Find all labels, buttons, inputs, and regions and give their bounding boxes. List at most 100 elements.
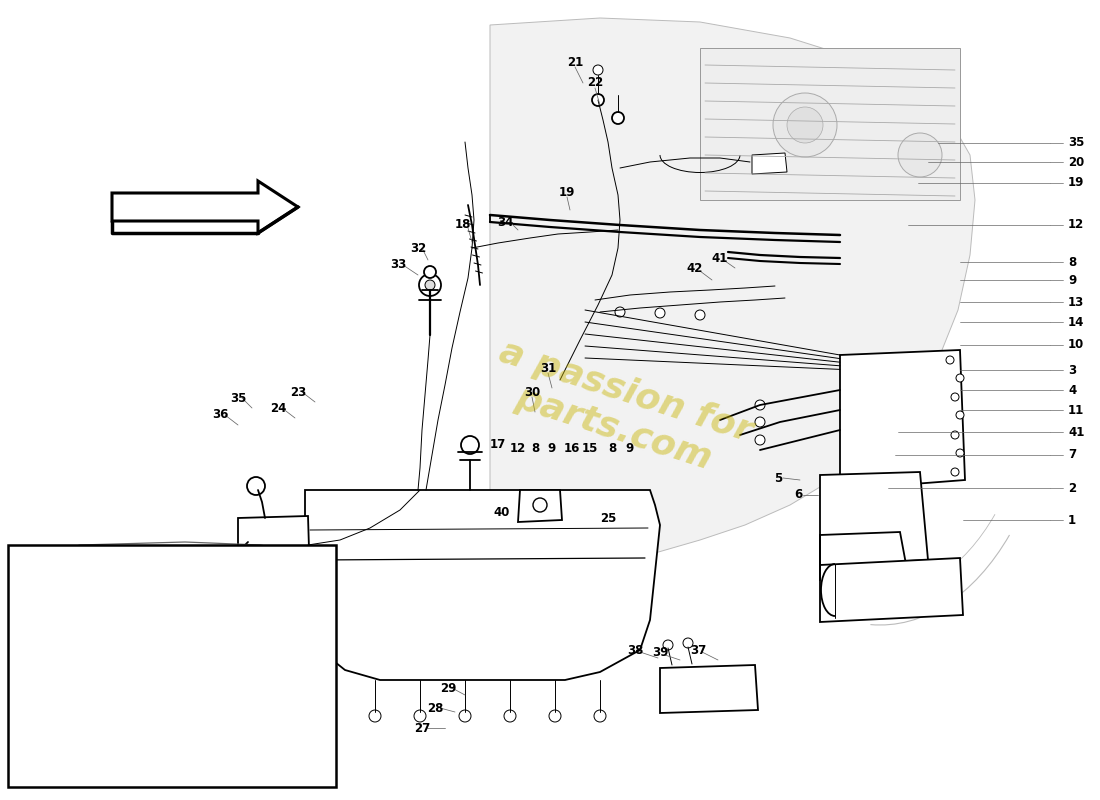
Circle shape [898, 133, 942, 177]
Circle shape [594, 710, 606, 722]
Text: 35: 35 [1068, 137, 1085, 150]
Circle shape [534, 498, 547, 512]
Text: 33: 33 [389, 258, 406, 271]
Text: 16: 16 [564, 442, 580, 454]
Text: 34: 34 [497, 215, 514, 229]
Polygon shape [820, 532, 908, 580]
Text: 36: 36 [212, 409, 228, 422]
Text: 1: 1 [1068, 514, 1076, 526]
Text: 35: 35 [230, 391, 246, 405]
Circle shape [956, 411, 964, 419]
Polygon shape [840, 350, 965, 538]
Text: 22: 22 [587, 75, 603, 89]
Text: 40: 40 [494, 506, 510, 518]
Circle shape [952, 393, 959, 401]
Polygon shape [305, 490, 660, 680]
Text: a passion for
parts.com: a passion for parts.com [483, 334, 757, 486]
Text: 27: 27 [414, 722, 430, 734]
Polygon shape [820, 472, 928, 565]
Text: 2: 2 [1068, 482, 1076, 494]
Text: 8: 8 [531, 442, 539, 454]
Circle shape [956, 449, 964, 457]
Circle shape [654, 308, 666, 318]
Text: 32: 32 [410, 242, 426, 254]
Circle shape [695, 310, 705, 320]
Text: 23: 23 [290, 386, 306, 398]
Text: 29: 29 [440, 682, 456, 694]
Text: 39: 39 [652, 646, 668, 658]
Text: 24: 24 [270, 402, 286, 414]
Circle shape [946, 356, 954, 364]
Text: 18: 18 [454, 218, 471, 231]
Circle shape [419, 274, 441, 296]
Circle shape [592, 94, 604, 106]
Circle shape [755, 400, 764, 410]
Text: 20: 20 [1068, 155, 1085, 169]
Polygon shape [752, 153, 786, 174]
Circle shape [612, 112, 624, 124]
Circle shape [593, 65, 603, 75]
Circle shape [461, 436, 478, 454]
Polygon shape [80, 620, 210, 678]
Polygon shape [112, 181, 298, 233]
Text: 11: 11 [1068, 403, 1085, 417]
Text: 28: 28 [427, 702, 443, 714]
Circle shape [424, 266, 436, 278]
Text: 5: 5 [774, 471, 782, 485]
Text: 4: 4 [1068, 383, 1076, 397]
Text: 6: 6 [794, 489, 802, 502]
Text: 41: 41 [712, 251, 728, 265]
Circle shape [368, 710, 381, 722]
Polygon shape [660, 665, 758, 713]
Text: 8: 8 [1068, 255, 1076, 269]
Text: 14: 14 [1068, 315, 1085, 329]
Text: 19: 19 [1068, 177, 1085, 190]
Polygon shape [820, 558, 962, 622]
Polygon shape [700, 48, 960, 200]
Circle shape [459, 710, 471, 722]
Text: 25: 25 [600, 511, 616, 525]
Circle shape [773, 93, 837, 157]
Circle shape [952, 468, 959, 476]
Text: 41: 41 [1068, 426, 1085, 438]
Text: 38: 38 [627, 643, 644, 657]
Polygon shape [155, 708, 177, 730]
Polygon shape [490, 18, 975, 573]
Circle shape [755, 435, 764, 445]
Text: 8: 8 [608, 442, 616, 454]
Text: 9: 9 [626, 442, 634, 454]
Polygon shape [238, 516, 310, 585]
Circle shape [425, 280, 435, 290]
Circle shape [504, 710, 516, 722]
Circle shape [952, 431, 959, 439]
Text: 43: 43 [213, 742, 230, 754]
Text: 17: 17 [490, 438, 506, 451]
Text: 26: 26 [289, 551, 306, 565]
Circle shape [956, 374, 964, 382]
Text: 30: 30 [524, 386, 540, 398]
Text: 12: 12 [510, 442, 526, 454]
Text: 37: 37 [690, 643, 706, 657]
Circle shape [214, 565, 235, 585]
Text: 21: 21 [566, 55, 583, 69]
Circle shape [755, 417, 764, 427]
Text: 12: 12 [1068, 218, 1085, 231]
Text: 9: 9 [548, 442, 557, 454]
Text: 13: 13 [1068, 295, 1085, 309]
Polygon shape [518, 490, 562, 522]
Circle shape [248, 477, 265, 495]
Circle shape [786, 107, 823, 143]
Text: 10: 10 [1068, 338, 1085, 351]
Polygon shape [148, 734, 177, 760]
Circle shape [549, 710, 561, 722]
Circle shape [414, 710, 426, 722]
Text: 31: 31 [540, 362, 557, 374]
Text: 9: 9 [1068, 274, 1076, 286]
Circle shape [683, 638, 693, 648]
Circle shape [615, 307, 625, 317]
Text: 3: 3 [1068, 363, 1076, 377]
Text: 15: 15 [582, 442, 598, 454]
Circle shape [663, 640, 673, 650]
FancyBboxPatch shape [8, 545, 336, 787]
Text: 42: 42 [686, 262, 703, 274]
